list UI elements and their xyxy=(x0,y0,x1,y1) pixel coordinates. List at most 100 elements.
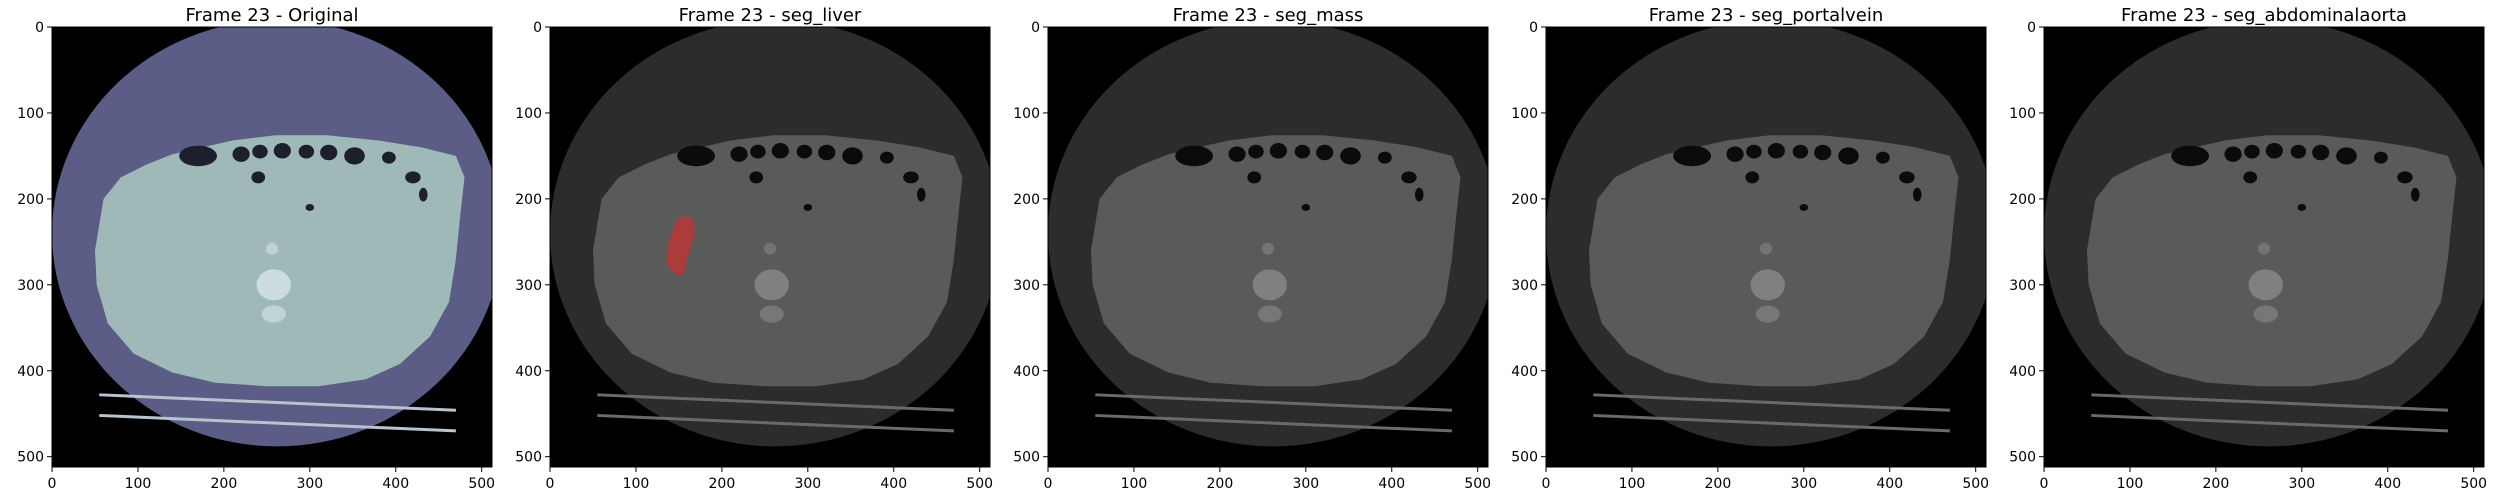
x-tick-label: 400 xyxy=(382,476,409,492)
x-tick-label: 200 xyxy=(211,476,238,492)
air-pocket xyxy=(232,146,250,162)
body-cross-section xyxy=(1588,135,1959,387)
x-tick-label: 0 xyxy=(546,476,555,492)
scanner-table xyxy=(1593,413,1950,433)
x-tick-label: 500 xyxy=(1464,476,1491,492)
y-tick-label: 100 xyxy=(1013,106,1040,122)
air-pocket xyxy=(1414,187,1424,202)
air-pocket xyxy=(418,187,428,202)
x-tick-label: 200 xyxy=(1207,476,1234,492)
air-pocket xyxy=(2290,144,2307,159)
x-tick-label: 400 xyxy=(1876,476,1903,492)
y-axis: 0 100 200 300 400 500 xyxy=(17,20,52,466)
x-tick-label: 100 xyxy=(1619,476,1646,492)
air-pocket xyxy=(2336,147,2357,165)
air-pocket xyxy=(1340,147,1361,165)
y-tick-label: 400 xyxy=(2009,364,2036,380)
air-pocket xyxy=(320,144,338,161)
panel-original: Frame 23 - Original 0 100 200 300 400 500 0 10… xyxy=(17,5,495,492)
scanner-table xyxy=(1095,393,1452,412)
spinal-process xyxy=(1257,305,1282,323)
x-axis: 0 100 200 300 400 500 xyxy=(546,467,993,492)
panel-title: Frame 23 - Original xyxy=(185,5,358,26)
x-tick-label: 200 xyxy=(1705,476,1732,492)
x-axis: 0 100 200 300 400 500 xyxy=(2040,467,2487,492)
x-tick-label: 100 xyxy=(125,476,152,492)
vertebra xyxy=(1750,269,1785,301)
air-pocket xyxy=(677,145,715,167)
y-tick-label: 200 xyxy=(17,192,44,208)
x-tick-label: 0 xyxy=(1044,476,1053,492)
y-tick-label: 400 xyxy=(1013,364,1040,380)
x-axis: 0 100 200 300 400 500 xyxy=(48,467,495,492)
x-tick-label: 100 xyxy=(2117,476,2144,492)
y-tick-label: 200 xyxy=(515,192,542,208)
x-tick-label: 500 xyxy=(966,476,993,492)
air-pocket xyxy=(750,144,766,159)
x-tick-label: 400 xyxy=(880,476,907,492)
y-tick-label: 500 xyxy=(2009,450,2036,466)
panel-title: Frame 23 - seg_portalvein xyxy=(1649,5,1884,26)
vertebra xyxy=(754,269,789,301)
air-pocket xyxy=(1745,171,1760,184)
x-tick-label: 500 xyxy=(468,476,495,492)
vertebra xyxy=(1252,269,1287,301)
scanner-table xyxy=(597,413,954,433)
y-tick-label: 300 xyxy=(515,278,542,294)
air-pocket xyxy=(2265,143,2283,159)
air-pocket xyxy=(1228,146,1246,162)
axes-frame xyxy=(51,26,493,468)
air-pocket xyxy=(273,143,291,159)
x-tick-label: 400 xyxy=(1378,476,1405,492)
y-tick-label: 100 xyxy=(17,106,44,122)
body-cross-section xyxy=(2086,135,2457,387)
y-tick-label: 500 xyxy=(17,450,44,466)
x-tick-label: 0 xyxy=(2040,476,2049,492)
air-pocket xyxy=(298,144,315,159)
body-cross-section xyxy=(592,135,963,387)
y-tick-label: 0 xyxy=(533,20,542,36)
axes-frame xyxy=(549,26,991,468)
ct-image xyxy=(1048,27,1488,467)
aorta xyxy=(265,242,279,255)
air-pocket xyxy=(1726,146,1744,162)
spinal-process xyxy=(2253,305,2278,323)
panel-seg-mass: Frame 23 - seg_mass 0 100 200 300 400 500 0 10… xyxy=(1013,5,1491,492)
x-tick-label: 100 xyxy=(1121,476,1148,492)
air-pocket xyxy=(2410,187,2420,202)
panel-title: Frame 23 - seg_mass xyxy=(1173,5,1364,26)
air-pocket xyxy=(1767,143,1785,159)
y-tick-label: 300 xyxy=(2009,278,2036,294)
x-tick-label: 500 xyxy=(1962,476,1989,492)
ct-image xyxy=(550,27,990,467)
y-tick-label: 100 xyxy=(515,106,542,122)
air-pocket xyxy=(1294,144,1311,159)
air-pocket xyxy=(1673,145,1711,167)
y-tick-label: 200 xyxy=(1511,192,1538,208)
air-pocket xyxy=(2297,204,2307,211)
x-tick-label: 0 xyxy=(1542,476,1551,492)
y-tick-label: 200 xyxy=(1013,192,1040,208)
air-pocket xyxy=(2244,144,2260,159)
y-tick-label: 0 xyxy=(1031,20,1040,36)
scanner-table xyxy=(2091,393,2448,412)
x-tick-label: 300 xyxy=(794,476,821,492)
segmentation-overlay-liver xyxy=(666,216,695,276)
x-axis: 0 100 200 300 400 500 xyxy=(1044,467,1491,492)
panel-seg-liver: Frame 23 - seg_liver 0 100 200 300 400 500 0 1… xyxy=(515,5,993,492)
air-pocket xyxy=(1316,144,1334,161)
y-axis: 0 100 200 300 400 500 xyxy=(2009,20,2044,466)
air-pocket xyxy=(842,147,863,165)
air-pocket xyxy=(1248,144,1264,159)
panel-seg-portalvein: Frame 23 - seg_portalvein 0 100 200 300 400 5… xyxy=(1511,5,1989,492)
air-pocket xyxy=(916,187,926,202)
air-pocket xyxy=(1912,187,1922,202)
air-pocket xyxy=(771,143,789,159)
air-pocket xyxy=(903,171,919,184)
air-pocket xyxy=(344,147,365,165)
aorta xyxy=(2257,242,2271,255)
air-pocket xyxy=(2397,171,2413,184)
air-pocket xyxy=(1792,144,1809,159)
air-pocket xyxy=(1378,151,1392,164)
